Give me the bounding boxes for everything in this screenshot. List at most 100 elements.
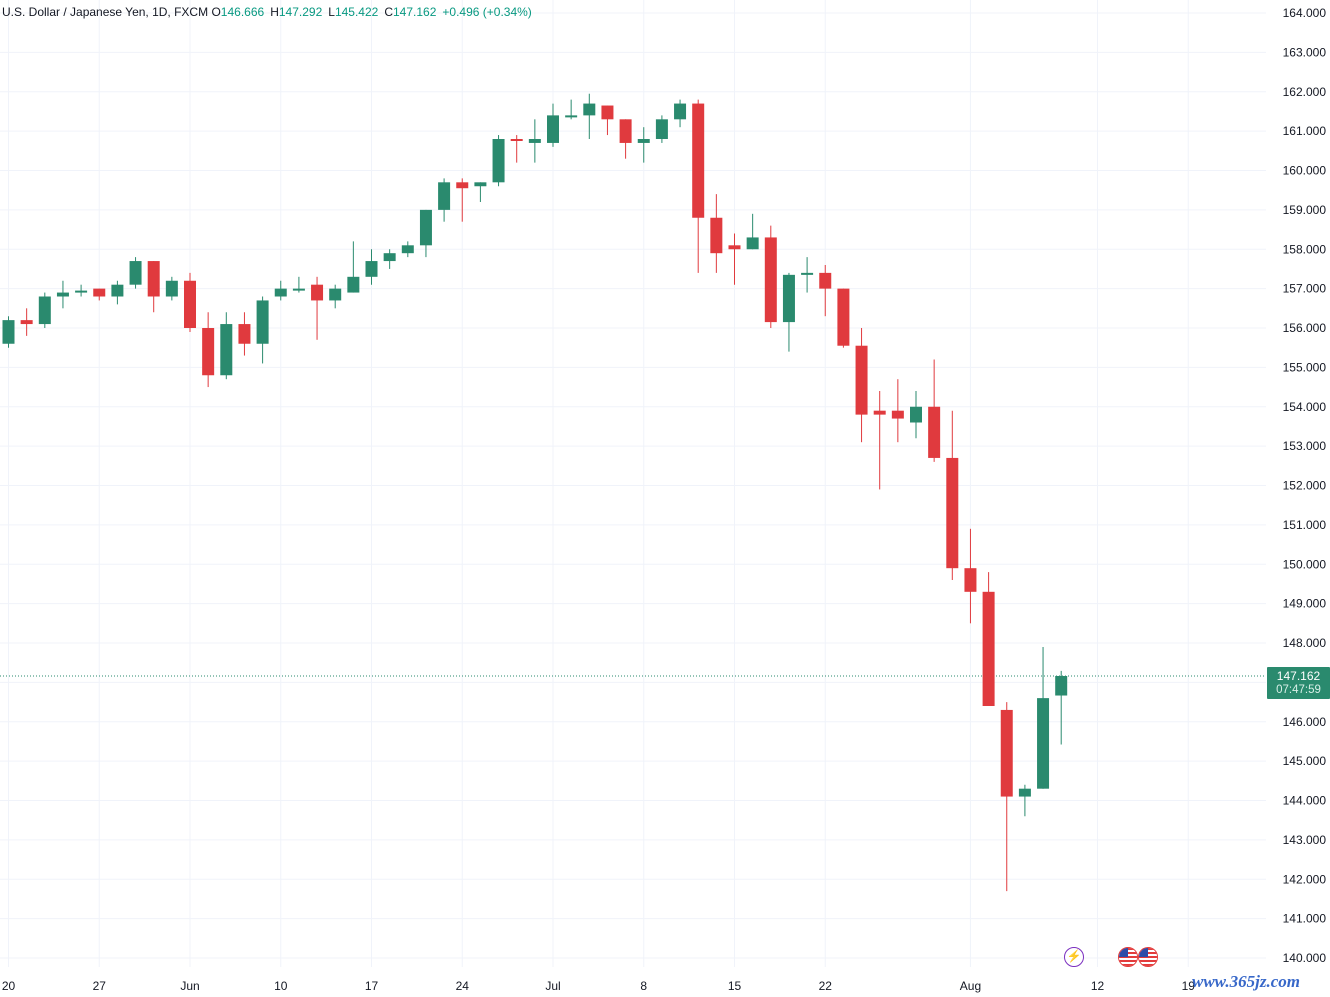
us-flag-icon[interactable] (1138, 947, 1158, 967)
candle-up (329, 288, 342, 301)
candle-down (710, 217, 723, 254)
candle-up (347, 276, 360, 293)
x-tick-label: 15 (728, 979, 742, 993)
candle-down (93, 288, 106, 297)
y-tick-label: 141.000 (1283, 912, 1327, 926)
candle-up (910, 406, 922, 423)
candle-up (438, 182, 451, 210)
close-label: C (384, 5, 393, 19)
candle-up (801, 272, 814, 275)
candle-up (220, 324, 233, 376)
candle-up (165, 280, 178, 297)
y-tick-label: 142.000 (1283, 872, 1327, 886)
candle-up (474, 182, 487, 187)
y-tick-label: 163.000 (1283, 45, 1327, 59)
candle-up (2, 320, 15, 344)
candle-down (20, 320, 33, 325)
x-tick-label: 8 (640, 979, 647, 993)
candle-up (1037, 698, 1050, 789)
candle-up (129, 261, 142, 285)
candle-up (547, 115, 559, 143)
candle-down (819, 272, 832, 289)
y-tick-label: 162.000 (1283, 85, 1327, 99)
candle-up (292, 288, 305, 291)
candle-down (238, 324, 251, 344)
candle-down (891, 410, 904, 419)
y-tick-label: 153.000 (1283, 439, 1327, 453)
y-tick-label: 154.000 (1283, 400, 1327, 414)
high-value: 147.292 (278, 5, 323, 19)
close-value: 147.162 (393, 5, 437, 19)
candle-up (637, 139, 650, 143)
x-tick-label: 10 (274, 979, 288, 993)
candle-down (764, 237, 777, 323)
candle-down (456, 182, 469, 189)
x-tick-label: 19 (1182, 979, 1196, 993)
candle-down (855, 345, 868, 415)
flash-icon[interactable]: ⚡ (1064, 947, 1084, 967)
last-price-tag: 147.162 07:47:59 (1267, 667, 1330, 699)
candle-down (510, 139, 523, 141)
y-tick-label: 143.000 (1283, 833, 1327, 847)
x-tick-label: 20 (2, 979, 16, 993)
symbol-title[interactable]: U.S. Dollar / Japanese Yen, 1D, FXCM (2, 5, 209, 19)
low-value: 145.422 (334, 5, 379, 19)
y-tick-label: 140.000 (1283, 951, 1327, 965)
y-tick-label: 159.000 (1283, 203, 1327, 217)
candle-down (728, 245, 741, 250)
y-tick-label: 148.000 (1283, 636, 1327, 650)
candle-up (38, 296, 51, 325)
candle-up (1055, 675, 1068, 696)
candle-up (56, 292, 69, 297)
candle-up (583, 103, 596, 116)
us-flag-icon[interactable] (1118, 947, 1138, 967)
y-tick-label: 152.000 (1283, 479, 1327, 493)
candle-up (274, 288, 287, 297)
candle-up (401, 245, 414, 254)
candle-down (692, 103, 705, 218)
y-tick-label: 156.000 (1283, 321, 1327, 335)
change-value: +0.496 (+0.34%) (442, 5, 532, 19)
high-label: H (270, 5, 279, 19)
watermark: www.365jz.com (1192, 972, 1300, 991)
candle-up (492, 139, 505, 183)
x-tick-label: 24 (456, 979, 470, 993)
y-tick-label: 160.000 (1283, 164, 1327, 178)
low-label: L (328, 5, 335, 19)
y-tick-label: 157.000 (1283, 282, 1327, 296)
candle-down (147, 261, 160, 297)
candle-up (655, 119, 668, 139)
price-axis[interactable]: 164.000 163.000 162.000 161.000 160.000 159.0… (1283, 6, 1327, 965)
candle-down (601, 105, 614, 120)
bar-countdown: 07:47:59 (1276, 684, 1321, 696)
x-tick-label: Jul (545, 979, 560, 993)
candle-up (528, 139, 541, 143)
x-tick-label: 22 (819, 979, 833, 993)
candle-up (419, 209, 432, 246)
open-label: O (211, 5, 221, 19)
x-tick-label: 12 (1091, 979, 1105, 993)
candle-up (111, 284, 124, 297)
candle-down (928, 406, 941, 458)
x-tick-label: Jun (180, 979, 199, 993)
y-tick-label: 146.000 (1283, 715, 1327, 729)
candle-up (365, 261, 378, 277)
open-value: 146.666 (220, 5, 265, 19)
x-tick-label: Aug (960, 979, 981, 993)
last-price-value: 147.162 (1276, 669, 1321, 683)
candle-down (837, 288, 850, 346)
candle-down (873, 410, 886, 415)
candle-up (383, 253, 396, 262)
symbol-legend: U.S. Dollar / Japanese Yen, 1D, FXCM O14… (2, 5, 532, 19)
time-axis[interactable]: 20 27 Jun 10 17 24 Jul 8 15 22 Aug 12 19 (2, 979, 1195, 993)
candle-up (782, 274, 795, 323)
y-tick-label: 144.000 (1283, 794, 1327, 808)
candle-up (75, 290, 88, 293)
y-tick-label: 158.000 (1283, 242, 1327, 256)
x-tick-label: 17 (365, 979, 379, 993)
candle-down (202, 328, 215, 376)
x-tick-label: 27 (93, 979, 107, 993)
chart-grid (0, 0, 1266, 967)
y-tick-label: 149.000 (1283, 597, 1327, 611)
